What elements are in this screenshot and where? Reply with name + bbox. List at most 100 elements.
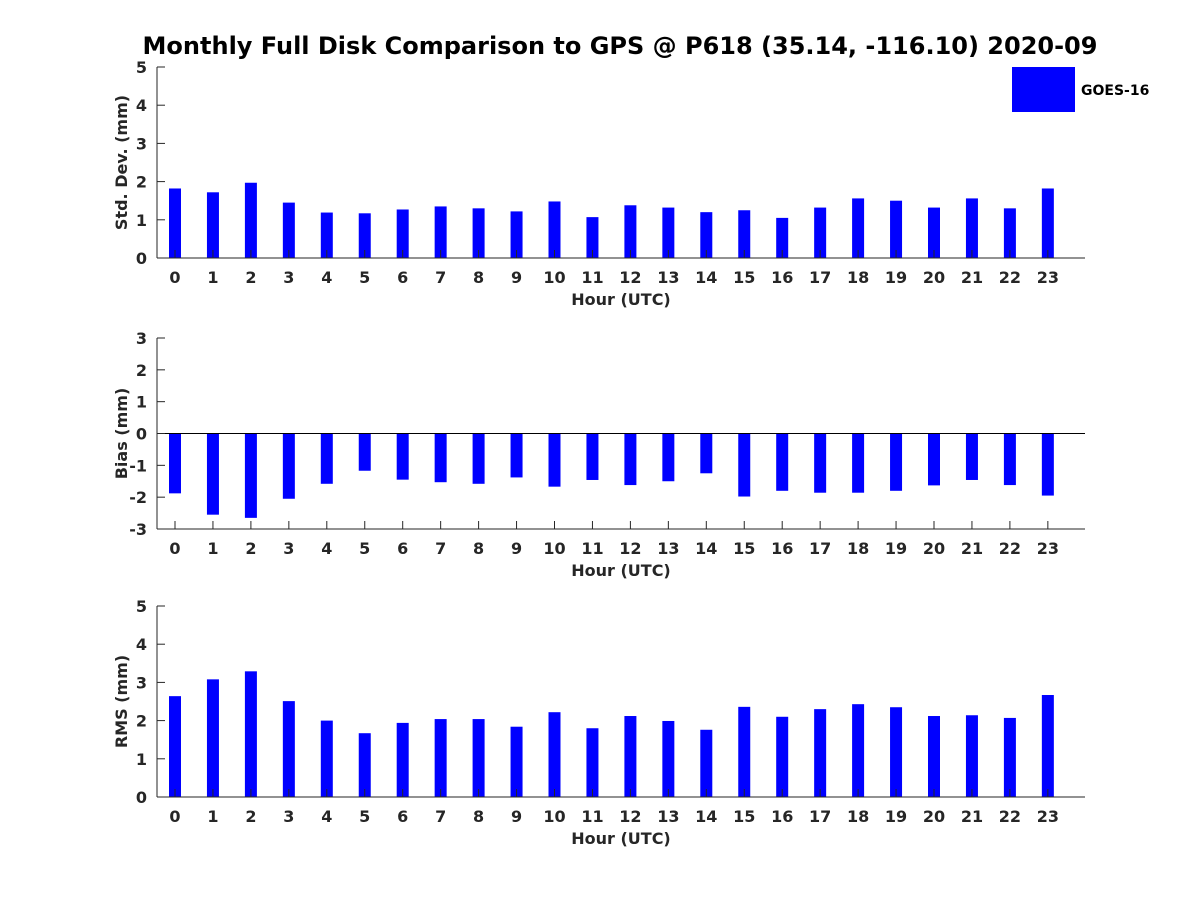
bar-20 [928, 716, 940, 797]
x-tick-label: 17 [809, 268, 831, 287]
x-tick-label: 19 [885, 807, 907, 826]
bar-8 [472, 719, 485, 797]
bar-3 [282, 433, 295, 499]
bar-11 [586, 433, 599, 480]
x-tick-label: 21 [961, 807, 983, 826]
x-tick-label: 16 [771, 807, 793, 826]
y-tick-label: -2 [129, 488, 147, 507]
x-tick-label: 21 [961, 539, 983, 558]
bar-12 [624, 433, 637, 486]
bar-20 [928, 433, 940, 486]
x-tick-label: 22 [999, 539, 1021, 558]
bar-0 [169, 433, 181, 494]
bar-14 [700, 212, 713, 258]
x-tick-label: 4 [321, 539, 332, 558]
x-tick-label: 5 [359, 268, 370, 287]
y-tick-label: 0 [136, 249, 147, 268]
bar-17 [814, 433, 827, 493]
x-tick-label: 11 [581, 539, 603, 558]
x-tick-label: 4 [321, 268, 332, 287]
x-axis-label: Hour (UTC) [571, 561, 671, 580]
bar-18 [852, 433, 865, 493]
bar-11 [586, 728, 599, 797]
bar-5 [358, 213, 371, 258]
y-tick-label: 3 [136, 673, 147, 692]
x-tick-label: 14 [695, 268, 717, 287]
bar-19 [890, 707, 903, 797]
bar-21 [965, 433, 978, 480]
bar-15 [738, 433, 751, 497]
x-tick-label: 1 [207, 807, 218, 826]
bar-12 [624, 205, 637, 258]
bar-23 [1041, 433, 1054, 496]
bar-16 [776, 433, 789, 491]
x-tick-label: 1 [207, 539, 218, 558]
y-tick-label: -1 [129, 456, 147, 475]
y-tick-label: 0 [136, 425, 147, 444]
bar-18 [852, 198, 865, 258]
bar-6 [396, 209, 409, 258]
x-tick-label: 18 [847, 539, 869, 558]
x-tick-label: 13 [657, 539, 679, 558]
x-tick-label: 14 [695, 539, 717, 558]
y-tick-label: 1 [136, 211, 147, 230]
bar-13 [662, 433, 675, 482]
x-tick-label: 16 [771, 268, 793, 287]
bar-10 [548, 201, 561, 258]
x-tick-label: 3 [283, 268, 294, 287]
x-tick-label: 2 [245, 807, 256, 826]
x-tick-label: 11 [581, 268, 603, 287]
bar-0 [169, 188, 181, 258]
bar-21 [965, 715, 978, 797]
x-axis-label: Hour (UTC) [571, 290, 671, 309]
x-tick-label: 10 [543, 268, 565, 287]
bar-1 [206, 679, 219, 797]
x-tick-label: 22 [999, 807, 1021, 826]
bar-18 [852, 704, 865, 797]
bar-19 [890, 433, 903, 491]
y-tick-label: 5 [136, 597, 147, 616]
x-tick-label: 12 [619, 807, 641, 826]
bar-8 [472, 433, 485, 484]
y-axis-label: RMS (mm) [112, 655, 131, 748]
x-tick-label: 15 [733, 807, 755, 826]
x-tick-label: 22 [999, 268, 1021, 287]
x-axis-label: Hour (UTC) [571, 829, 671, 848]
x-tick-label: 3 [283, 539, 294, 558]
x-tick-label: 0 [169, 807, 180, 826]
x-tick-label: 12 [619, 539, 641, 558]
x-tick-label: 11 [581, 807, 603, 826]
x-tick-label: 0 [169, 268, 180, 287]
x-tick-label: 2 [245, 268, 256, 287]
bar-13 [662, 720, 675, 797]
x-tick-label: 2 [245, 539, 256, 558]
y-tick-label: 3 [136, 134, 147, 153]
y-tick-label: 0 [136, 788, 147, 807]
bar-13 [662, 207, 675, 258]
bar-6 [396, 722, 409, 797]
x-tick-label: 8 [473, 268, 484, 287]
bar-20 [928, 207, 940, 258]
x-tick-label: 8 [473, 539, 484, 558]
legend-swatch [1012, 67, 1075, 112]
bar-23 [1041, 188, 1054, 258]
x-tick-label: 5 [359, 807, 370, 826]
bar-8 [472, 208, 485, 258]
x-tick-label: 20 [923, 807, 945, 826]
bar-3 [282, 202, 295, 258]
bar-22 [1003, 208, 1016, 258]
bar-21 [965, 198, 978, 258]
bar-16 [776, 716, 789, 797]
y-tick-label: 3 [136, 329, 147, 348]
bar-19 [890, 200, 903, 258]
x-tick-label: 9 [511, 268, 522, 287]
x-tick-label: 6 [397, 807, 408, 826]
bar-22 [1003, 717, 1016, 797]
legend: GOES-16 [1012, 67, 1149, 112]
x-tick-label: 6 [397, 268, 408, 287]
bar-10 [548, 433, 561, 487]
